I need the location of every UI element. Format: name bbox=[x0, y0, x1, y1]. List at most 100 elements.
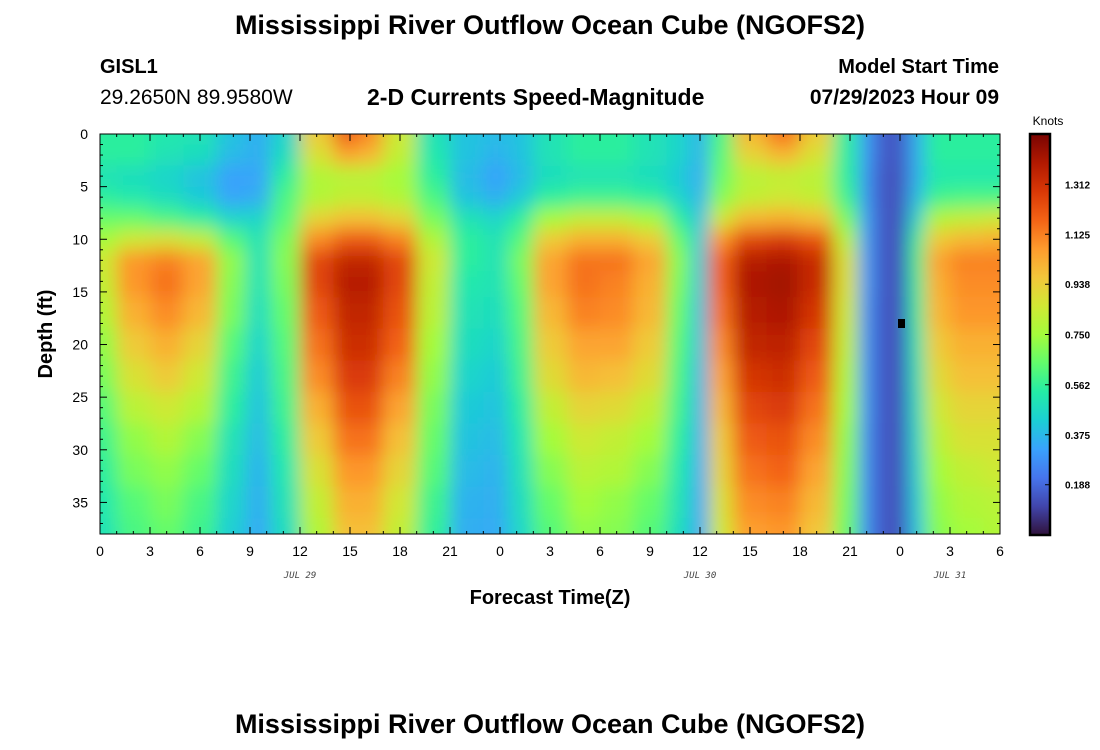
heatmap-cell bbox=[908, 486, 926, 520]
heatmap-cell bbox=[633, 391, 668, 425]
heatmap-cell bbox=[270, 297, 301, 330]
heatmap-cell bbox=[875, 228, 893, 251]
x-tick-label: 3 bbox=[546, 543, 554, 559]
heatmap-cell bbox=[150, 186, 185, 209]
heatmap-cell bbox=[116, 360, 151, 393]
heatmap-cell bbox=[450, 423, 485, 456]
heatmap-cell bbox=[600, 186, 635, 209]
x-tick-label: 6 bbox=[996, 543, 1004, 559]
heatmap-cell bbox=[766, 270, 801, 298]
heatmap-cell bbox=[950, 186, 985, 209]
heatmap-cell bbox=[333, 455, 360, 488]
date-label: JUL 29 bbox=[283, 571, 317, 581]
heatmap-cell bbox=[708, 391, 735, 425]
heatmap-cell bbox=[833, 249, 860, 272]
heatmap-cell bbox=[483, 228, 510, 251]
heatmap-cell bbox=[333, 134, 360, 146]
heatmap-cell bbox=[800, 228, 835, 251]
heatmap-cell bbox=[358, 360, 385, 393]
heatmap-cell bbox=[875, 144, 893, 167]
heatmap-cell bbox=[300, 455, 335, 488]
heatmap-cell bbox=[450, 486, 485, 520]
heatmap-cell bbox=[416, 423, 451, 456]
heatmap-cell bbox=[450, 518, 485, 534]
colorbar-tick-label: 0.750 bbox=[1065, 331, 1090, 342]
heatmap-cell bbox=[245, 228, 272, 251]
heatmap-cell bbox=[450, 360, 485, 393]
heatmap-cell bbox=[950, 486, 985, 520]
x-tick-label: 9 bbox=[246, 543, 254, 559]
heatmap-cell bbox=[708, 144, 735, 167]
heatmap-cell bbox=[333, 486, 360, 520]
heatmap-cell bbox=[333, 328, 360, 362]
heatmap-cell bbox=[733, 391, 768, 425]
heatmap-cell bbox=[533, 423, 568, 456]
heatmap-cell bbox=[383, 423, 418, 456]
heatmap-cell bbox=[925, 423, 951, 456]
heatmap-cell bbox=[416, 297, 451, 330]
heatmap-cell bbox=[891, 249, 910, 272]
heatmap-cell bbox=[416, 270, 451, 298]
heatmap-cell bbox=[150, 297, 185, 330]
heatmap-cell bbox=[691, 360, 710, 393]
x-tick-label: 3 bbox=[946, 543, 954, 559]
heatmap-cell bbox=[100, 328, 118, 362]
heatmap-cell bbox=[116, 186, 151, 209]
heatmap-cell bbox=[633, 186, 668, 209]
heatmap-cell bbox=[270, 391, 301, 425]
heatmap-cell bbox=[950, 144, 985, 167]
heatmap-cell bbox=[533, 249, 568, 272]
heatmap-cell bbox=[766, 249, 801, 272]
y-tick-label: 25 bbox=[72, 389, 88, 405]
heatmap-cell bbox=[358, 518, 385, 534]
heatmap-cell bbox=[245, 297, 272, 330]
heatmap-cell bbox=[270, 207, 301, 230]
station-marker bbox=[898, 319, 905, 328]
heatmap-cell bbox=[925, 186, 951, 209]
y-tick-label: 35 bbox=[72, 494, 88, 510]
y-tick-label: 20 bbox=[72, 337, 88, 353]
heatmap-cell bbox=[925, 207, 951, 230]
heatmap-cell bbox=[950, 134, 985, 146]
heatmap-cell bbox=[800, 134, 835, 146]
heatmap-cell bbox=[566, 486, 601, 520]
heatmap-cell bbox=[300, 144, 335, 167]
heatmap-cell bbox=[950, 249, 985, 272]
heatmap-cell bbox=[766, 360, 801, 393]
heatmap-cell bbox=[908, 391, 926, 425]
heatmap-cell bbox=[566, 186, 601, 209]
heatmap-cell bbox=[533, 455, 568, 488]
heatmap-cell bbox=[666, 455, 693, 488]
heatmap-cell bbox=[600, 423, 635, 456]
heatmap-cell bbox=[508, 328, 535, 362]
heatmap-cell bbox=[800, 328, 835, 362]
heatmap-cell bbox=[858, 297, 876, 330]
heatmap-cell bbox=[300, 423, 335, 456]
heatmap-cell bbox=[858, 423, 876, 456]
heatmap-cell bbox=[766, 455, 801, 488]
heatmap-cell bbox=[566, 455, 601, 488]
heatmap-cell bbox=[100, 207, 118, 230]
heatmap-cell bbox=[858, 455, 876, 488]
footer-title: Mississippi River Outflow Ocean Cube (NG… bbox=[234, 709, 866, 739]
heatmap-cell bbox=[833, 144, 860, 167]
heatmap-cell bbox=[908, 186, 926, 209]
heatmap-cell bbox=[245, 360, 272, 393]
heatmap-cell bbox=[383, 144, 418, 167]
heatmap-cell bbox=[358, 297, 385, 330]
heatmap-cell bbox=[691, 165, 710, 188]
heatmap-cell bbox=[483, 360, 510, 393]
heatmap-cell bbox=[833, 297, 860, 330]
heatmap-cell bbox=[800, 423, 835, 456]
heatmap-cell bbox=[533, 228, 568, 251]
heatmap-cell bbox=[483, 391, 510, 425]
heatmap-cell bbox=[358, 249, 385, 272]
heatmap-cell bbox=[508, 144, 535, 167]
heatmap-cell bbox=[270, 186, 301, 209]
heatmap-cell bbox=[925, 249, 951, 272]
heatmap-cell bbox=[908, 228, 926, 251]
heatmap-cell bbox=[950, 297, 985, 330]
heatmap-cell bbox=[766, 297, 801, 330]
heatmap-cell bbox=[116, 144, 151, 167]
heatmap-cell bbox=[983, 144, 1000, 167]
